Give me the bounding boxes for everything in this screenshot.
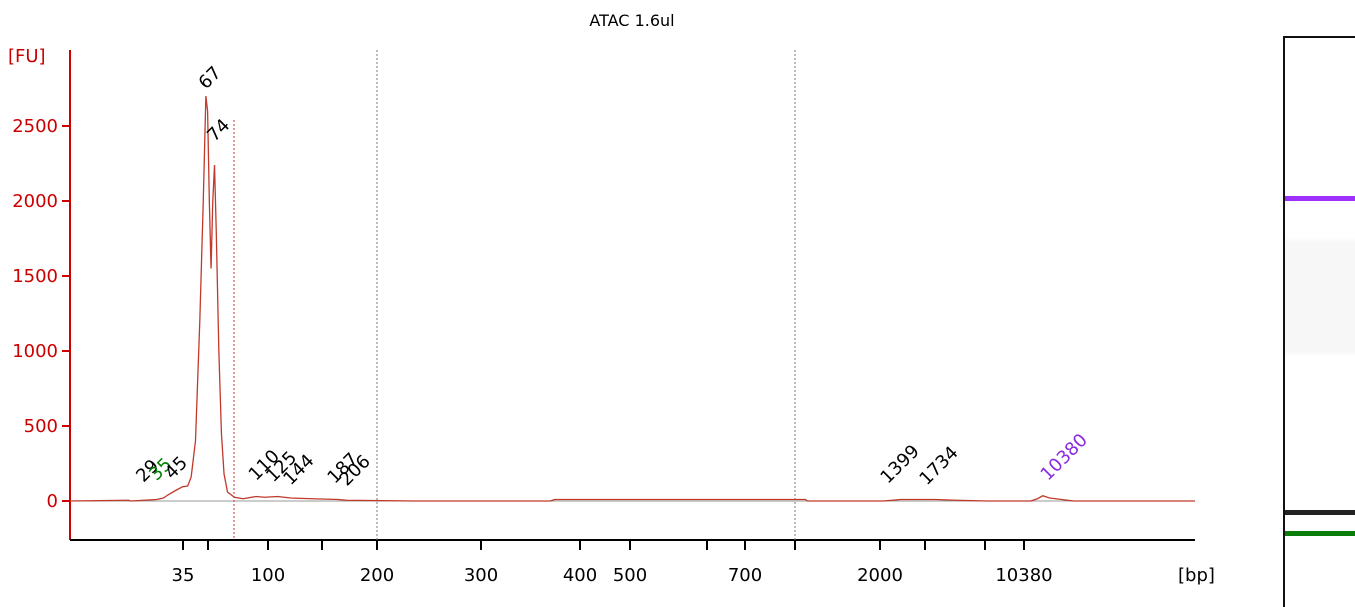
x-tick-label: 10380 (995, 565, 1052, 586)
y-axis-label: [FU] (8, 46, 46, 67)
peak-label: 1734 (915, 442, 962, 489)
y-tick-label: 0 (47, 491, 58, 512)
axes: 0 500 1000 1500 2000 2500 35 100 200 300 400 500 700… (12, 50, 1195, 586)
x-tick-label: 700 (728, 565, 762, 586)
gel-band-upper-marker (1285, 196, 1355, 202)
electropherogram-chart: ATAC 1.6ul [FU] [bp] 0 500 1000 1500 2000 250… (8, 11, 1215, 586)
chart-title: ATAC 1.6ul (589, 11, 674, 30)
series-group (69, 95, 1195, 502)
guide-lines (233, 50, 796, 540)
x-tick-label: 400 (563, 565, 597, 586)
gel-lane (1283, 36, 1355, 607)
x-tick-label: 100 (251, 565, 285, 586)
gel-band-sample-band (1285, 509, 1355, 515)
y-tick-label: 1500 (12, 266, 58, 287)
peak-label: 10380 (1037, 430, 1092, 485)
x-tick-label: 500 (613, 565, 647, 586)
y-tick-label: 2500 (12, 116, 58, 137)
x-axis-label: [bp] (1178, 565, 1215, 586)
x-tick-label: 2000 (857, 565, 903, 586)
y-tick-label: 500 (24, 416, 58, 437)
x-tick-label: 35 (172, 565, 195, 586)
x-tick-label: 300 (464, 565, 498, 586)
peak-label: 1399 (876, 441, 923, 488)
gel-band-lower-marker (1285, 530, 1355, 536)
series-line (69, 95, 1195, 502)
y-tick-label: 2000 (12, 191, 58, 212)
y-tick-label: 1000 (12, 341, 58, 362)
peak-label: 67 (195, 62, 226, 93)
x-tick-label: 200 (360, 565, 394, 586)
